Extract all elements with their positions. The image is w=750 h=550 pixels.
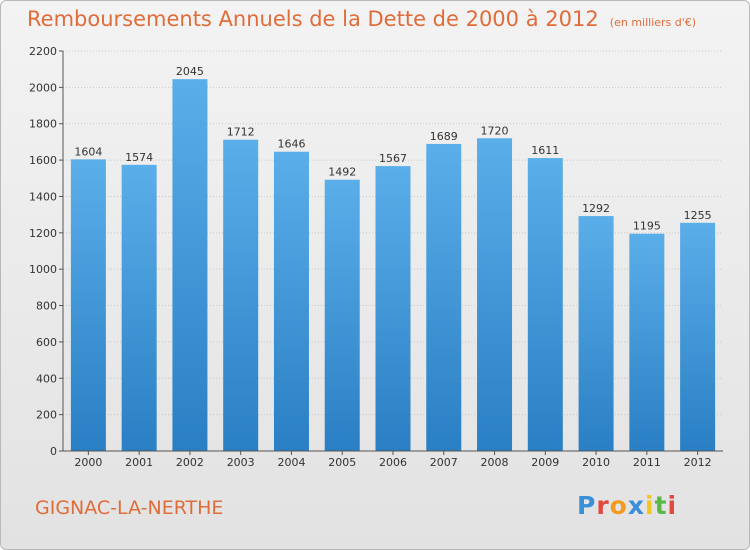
bars: 1604 1574 2045 1712 1646 1492 1567 1689 1720 1611… [70, 65, 716, 452]
logo-letter: t [654, 491, 668, 520]
bar-2010 [578, 216, 614, 451]
y-tick-label: 0 [50, 445, 57, 458]
y-tick-label: 800 [36, 300, 57, 313]
y-axis: 0 200 400 600 800 1000 1200 1400 1600 1800 2000 220… [29, 45, 64, 458]
x-tick-label: 2012 [684, 456, 712, 469]
proxiti-logo: Proxiti [577, 491, 677, 520]
commune-name: GIGNAC-LA-NERTHE [35, 497, 224, 519]
x-tick-label: 2008 [481, 456, 509, 469]
bar-2011 [629, 233, 665, 451]
bar-2001 [121, 164, 157, 451]
bar-value-label: 1689 [430, 130, 458, 143]
y-tick-label: 2200 [29, 45, 57, 58]
bar-2003 [223, 139, 259, 451]
x-tick-label: 2002 [176, 456, 204, 469]
title-text: Remboursements Annuels de la Dette de 20… [27, 7, 599, 31]
bar-2009 [527, 158, 563, 451]
bar-2007 [426, 143, 462, 451]
y-tick-label: 1000 [29, 263, 57, 276]
logo-letter: o [609, 491, 628, 520]
bar-value-label: 2045 [176, 65, 204, 78]
logo-letter: P [577, 491, 597, 520]
bar-2012 [680, 222, 716, 451]
bar-value-label: 1604 [74, 145, 102, 158]
chart-title: Remboursements Annuels de la Dette de 20… [27, 7, 696, 31]
x-tick-label: 2005 [328, 456, 356, 469]
x-tick-label: 2004 [277, 456, 305, 469]
bar-2002 [172, 79, 208, 451]
x-tick-label: 2011 [633, 456, 661, 469]
bar-value-label: 1611 [531, 144, 559, 157]
bar-2000 [70, 159, 106, 451]
bar-value-label: 1574 [125, 151, 153, 164]
x-axis: 2000 2001 2002 2003 2004 2005 2006 2007 2008 2009… [63, 450, 723, 469]
y-tick-label: 1400 [29, 190, 57, 203]
y-tick-label: 1600 [29, 154, 57, 167]
y-tick-label: 2000 [29, 81, 57, 94]
x-tick-label: 2009 [531, 456, 559, 469]
x-tick-label: 2000 [74, 456, 102, 469]
bar-value-label: 1195 [633, 220, 661, 233]
logo-letter: i [667, 491, 678, 520]
unit-text: (en milliers d'€) [609, 16, 697, 29]
bar-2005 [324, 179, 360, 451]
bar-2004 [273, 151, 309, 451]
x-tick-label: 2006 [379, 456, 407, 469]
bar-value-label: 1492 [328, 166, 356, 179]
bar-value-label: 1720 [481, 124, 509, 137]
x-tick-label: 2007 [430, 456, 458, 469]
bar-value-label: 1646 [277, 138, 305, 151]
x-tick-label: 2003 [227, 456, 255, 469]
y-tick-label: 1200 [29, 227, 57, 240]
x-tick-label: 2001 [125, 456, 153, 469]
logo-letter: i [645, 491, 655, 520]
y-tick-label: 1800 [29, 118, 57, 131]
bar-value-label: 1255 [684, 209, 712, 222]
bar-2008 [477, 138, 513, 452]
x-tick-label: 2010 [582, 456, 610, 469]
bar-value-label: 1292 [582, 202, 610, 215]
bar-2006 [375, 166, 411, 451]
logo-letter: x [627, 491, 645, 520]
y-tick-label: 200 [36, 409, 57, 422]
y-tick-label: 400 [36, 372, 57, 385]
y-tick-label: 600 [36, 336, 57, 349]
bar-value-label: 1567 [379, 152, 407, 165]
bar-value-label: 1712 [227, 126, 255, 139]
logo-letter: r [596, 491, 610, 520]
